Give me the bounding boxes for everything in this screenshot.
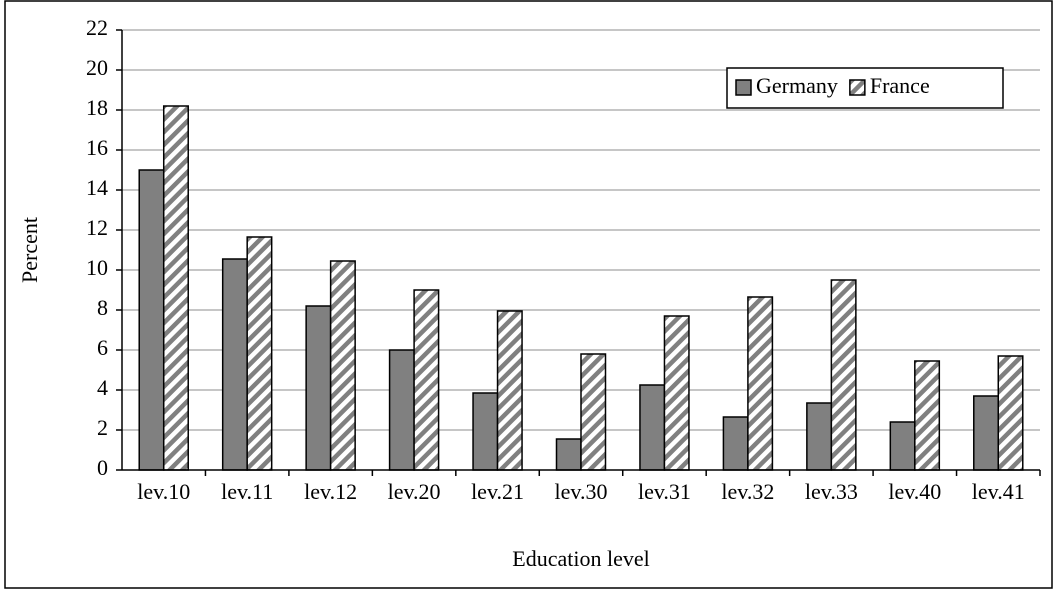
- x-tick-label: lev.30: [555, 479, 608, 504]
- x-tick-label: lev.33: [805, 479, 858, 504]
- bar: [555, 438, 582, 471]
- y-axis-label: Percent: [17, 217, 42, 283]
- y-tick-label: 14: [86, 175, 108, 200]
- legend-swatch: [849, 79, 866, 96]
- x-tick-label: lev.12: [304, 479, 357, 504]
- bar: [413, 289, 440, 471]
- legend-label: France: [870, 73, 930, 98]
- legend-swatch: [735, 79, 752, 96]
- frame: [4, 0, 1053, 589]
- x-axis-label: Education level: [512, 546, 649, 571]
- x-tick-label: lev.10: [137, 479, 190, 504]
- bar: [663, 315, 690, 471]
- bar: [329, 260, 356, 471]
- x-tick-label: lev.21: [471, 479, 524, 504]
- bar: [580, 353, 607, 471]
- bar: [806, 402, 833, 471]
- bar: [305, 305, 332, 471]
- y-tick-label: 12: [86, 215, 108, 240]
- bar: [472, 392, 499, 471]
- bar: [221, 258, 248, 471]
- y-tick-label: 4: [97, 375, 108, 400]
- bar: [138, 169, 165, 471]
- y-tick-label: 22: [86, 15, 108, 40]
- x-tick-label: lev.11: [221, 479, 273, 504]
- y-tick-label: 18: [86, 95, 108, 120]
- bar: [997, 355, 1024, 471]
- bar: [496, 310, 523, 471]
- y-tick-label: 0: [97, 455, 108, 480]
- bar: [722, 416, 749, 471]
- y-tick-label: 20: [86, 55, 108, 80]
- y-tick-label: 16: [86, 135, 108, 160]
- bar: [889, 421, 916, 471]
- y-tick-label: 8: [97, 295, 108, 320]
- y-tick-label: 10: [86, 255, 108, 280]
- bar: [830, 279, 857, 471]
- bar: [162, 105, 189, 471]
- y-tick-label: 6: [97, 335, 108, 360]
- x-tick-label: lev.20: [388, 479, 441, 504]
- bar: [388, 349, 415, 471]
- x-tick-label: lev.41: [972, 479, 1025, 504]
- bar: [639, 384, 666, 471]
- y-tick-label: 2: [97, 415, 108, 440]
- bar: [747, 296, 774, 471]
- bar: [973, 395, 1000, 471]
- x-tick-label: lev.32: [721, 479, 774, 504]
- x-tick-label: lev.40: [888, 479, 941, 504]
- bar: [914, 360, 941, 471]
- x-tick-label: lev.31: [638, 479, 691, 504]
- legend-label: Germany: [756, 73, 838, 98]
- bar: [246, 236, 273, 471]
